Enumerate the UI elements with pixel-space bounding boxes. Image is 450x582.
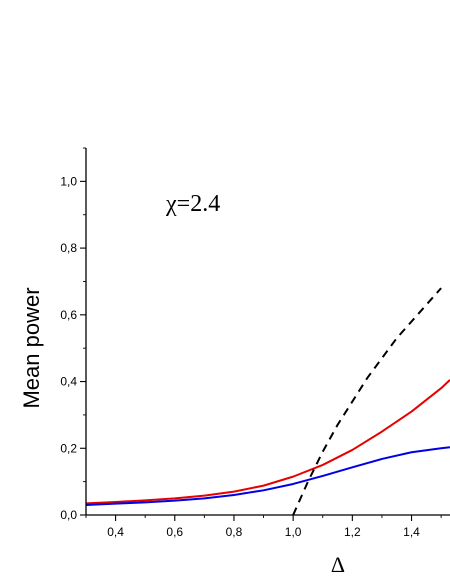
y-tick-label: 0,4 [60, 375, 77, 389]
series-group [85, 287, 450, 516]
y-tick-label: 0,6 [60, 308, 77, 322]
series-line-3 [292, 287, 442, 516]
y-tick-label: 1,0 [60, 174, 77, 188]
x-axis-label: Δ [331, 552, 345, 577]
series-line-2 [85, 446, 450, 506]
axes: 0,0 0,2 0,4 0,6 0,8 1,0 0,4 0,6 0,8 1,0 1,2 1,4 [60, 147, 450, 539]
x-tick-label: 0,6 [166, 525, 183, 539]
y-axis-label: Mean power [19, 287, 44, 408]
x-tick-label: 0,4 [107, 525, 124, 539]
x-tick-label: 1,4 [403, 525, 420, 539]
series-line-1 [85, 379, 450, 505]
x-tick-label: 1,2 [344, 525, 361, 539]
y-tick-label: 0,8 [60, 241, 77, 255]
x-tick-label: 1,0 [285, 525, 302, 539]
y-tick-label: 0,2 [60, 441, 77, 455]
y-tick-label: 0,0 [60, 508, 77, 522]
x-tick-label: 0,8 [226, 525, 243, 539]
chi-annotation: χ=2.4 [165, 191, 220, 217]
